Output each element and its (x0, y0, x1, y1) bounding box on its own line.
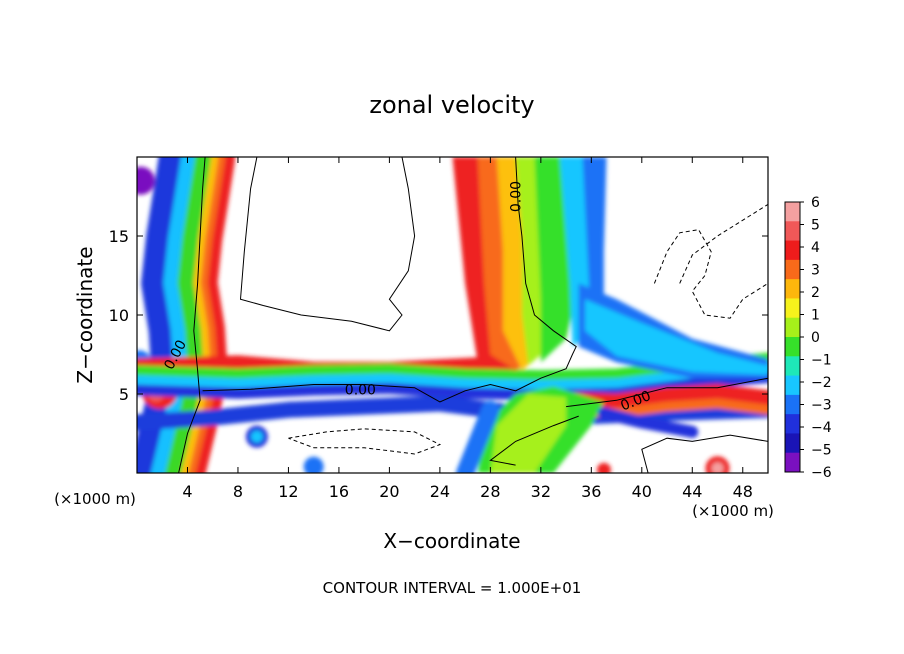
y-tick-label: 10 (109, 306, 129, 325)
colorbar-swatch (785, 221, 800, 242)
x-tick-label: 28 (480, 482, 500, 501)
chart-title: zonal velocity (369, 91, 534, 119)
contour-dashed (288, 428, 442, 455)
field-blob (250, 430, 263, 443)
colorbar-swatch (785, 279, 800, 299)
contour-dashed (653, 229, 768, 319)
x-tick-label: 12 (278, 482, 298, 501)
x-tick-label: 20 (379, 482, 399, 501)
field-band (137, 157, 181, 473)
field-blob (711, 462, 724, 473)
colorbar-label: −3 (811, 398, 832, 414)
colorbar: 6 5 4 3 2 1 0 −1 −2 −3 −4 −5 −6 (784, 195, 832, 481)
field-plume (490, 394, 567, 473)
colorbar-label: −4 (811, 420, 832, 436)
y-axis-label: Z−coordinate (73, 246, 97, 383)
x-tick-label: 32 (531, 482, 551, 501)
colorbar-label: −6 (811, 465, 832, 481)
zero-contour-left (178, 157, 206, 473)
field-plume (585, 299, 768, 375)
colorbar-swatch (785, 433, 800, 454)
field-band (597, 407, 699, 438)
colorbar-swatch (785, 394, 800, 415)
colorbar-label: 4 (811, 240, 820, 256)
zero-contour-main (202, 157, 577, 403)
x-unit-right: (×1000 m) (692, 502, 774, 520)
contour-loop (239, 157, 416, 332)
x-axis-label: X−coordinate (383, 529, 520, 553)
x-tick-label: 8 (233, 482, 243, 501)
contour-lower-right (641, 434, 768, 473)
colorbar-label: −1 (811, 353, 832, 369)
colorbar-swatch (785, 317, 800, 338)
y-tick-label: 5 (119, 385, 129, 404)
field-band (456, 400, 500, 473)
colorbar-label: 1 (811, 308, 820, 324)
zero-contour-lower (489, 415, 579, 466)
field-plume (582, 157, 607, 331)
colorbar-label: 5 (811, 218, 820, 234)
x-tick-label: 48 (733, 482, 753, 501)
colorbar-swatch (785, 452, 800, 473)
x-tick-label: 4 (182, 482, 192, 501)
zero-contour-right (566, 377, 768, 408)
velocity-field (137, 157, 768, 473)
colorbar-label: 2 (811, 285, 820, 301)
field-band (158, 157, 212, 473)
field-blob (303, 456, 324, 473)
x-tick-label: 24 (430, 482, 450, 501)
colorbar-label: −5 (811, 443, 832, 459)
colorbar-label: 6 (811, 195, 820, 211)
contour-label: 0.00 (509, 181, 525, 212)
colorbar-swatch (785, 375, 800, 396)
colorbar-swatch (785, 414, 800, 434)
field-band (144, 157, 195, 473)
colorbar-label: −2 (811, 375, 832, 391)
field-band (137, 356, 768, 390)
y-axis-ticks: 5 10 15 (109, 227, 768, 404)
contour-label: 0.00 (345, 382, 376, 398)
colorbar-swatch (785, 337, 800, 357)
colorbar-swatch (785, 298, 800, 319)
field-blob (137, 166, 155, 195)
y-tick-label: 15 (109, 227, 129, 246)
x-tick-label: 40 (632, 482, 652, 501)
colorbar-label: 0 (811, 330, 820, 346)
contour-interval-text: CONTOUR INTERVAL = 1.000E+01 (323, 579, 582, 597)
x-unit-left: (×1000 m) (54, 490, 136, 508)
contour-dashed (679, 203, 768, 284)
colorbar-swatch (785, 356, 800, 377)
colorbar-label: 3 (811, 263, 820, 279)
field-blob (596, 462, 611, 473)
x-tick-label: 16 (329, 482, 349, 501)
colorbar-swatch (785, 240, 800, 261)
x-axis-ticks: 4 8 12 16 20 24 28 32 36 40 44 48 (182, 157, 753, 501)
x-tick-label: 44 (682, 482, 702, 501)
x-tick-label: 36 (581, 482, 601, 501)
colorbar-swatch (785, 202, 800, 222)
colorbar-swatch (785, 259, 800, 280)
